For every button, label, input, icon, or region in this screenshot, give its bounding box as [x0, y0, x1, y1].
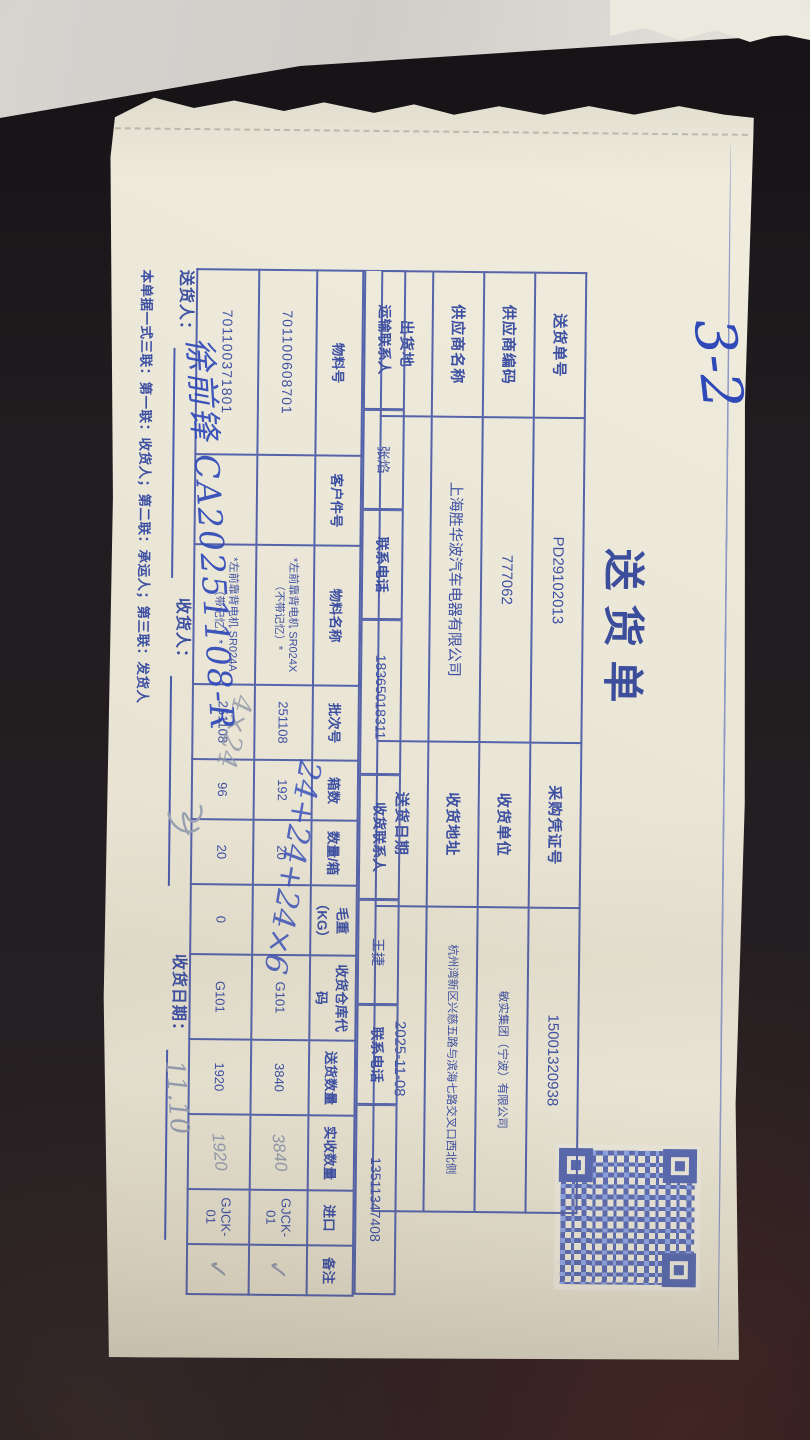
- qr-pattern: [560, 1150, 695, 1285]
- contact-value: 18365018311: [359, 620, 403, 775]
- table-cell: ✓: [249, 1245, 308, 1296]
- table-cell: ✓: [187, 1244, 250, 1295]
- column-header: 送货数量: [308, 1040, 355, 1115]
- table-cell: 192: [254, 760, 313, 821]
- table-cell: G101: [189, 954, 252, 1040]
- field-label: 供应商名称: [432, 272, 485, 418]
- table-cell: 251108: [192, 684, 255, 760]
- table-row: 701100608701 *左前靠背电机 SR024X（不带记忆）* 251108 1…: [249, 270, 318, 1296]
- contact-label: 联系电话: [356, 1005, 399, 1105]
- contact-label: 运输联系人: [363, 270, 406, 410]
- document-title: 送货单: [598, 548, 648, 717]
- column-header: 收货仓库代码: [309, 955, 356, 1040]
- column-header: 批次号: [312, 685, 359, 760]
- column-header: 数量/箱: [311, 820, 358, 885]
- receive-date-underline: [164, 1050, 192, 1240]
- delivery-number-value: PD29102013: [530, 418, 584, 744]
- delivery-note-document: 3-2 送货单 送货单号 PD29102013 采购凭证号 1500132093…: [96, 97, 754, 1364]
- table-cell: 3840: [250, 1040, 309, 1116]
- table-cell: 701100608701: [257, 270, 317, 456]
- column-header: 进口: [307, 1190, 354, 1245]
- deliverer-underline: [171, 348, 199, 578]
- table-cell: 3840: [247, 1112, 312, 1192]
- table-cell: 1920: [185, 1112, 254, 1193]
- table-cell: GJCK-01: [187, 1189, 250, 1245]
- receiver-underline: [168, 676, 196, 886]
- table-cell: 96: [192, 759, 255, 820]
- table-body: 701100608701 *左前靠背电机 SR024X（不带记忆）* 251108 1…: [187, 269, 318, 1295]
- field-label: 供应商编码: [483, 272, 536, 418]
- info-row: 送货单号 PD29102013 采购凭证号 15001320938: [525, 273, 586, 1213]
- column-header: 备注: [307, 1245, 354, 1295]
- table-cell: *左前靠背电机 SR024A（带记忆）*: [193, 544, 256, 685]
- receive-date-label: 收货日期：: [169, 953, 188, 1040]
- table-cell: *左前靠背电机 SR024X（不带记忆）*: [255, 545, 314, 686]
- contact-value: 张焰: [362, 410, 405, 510]
- copies-note: 本单据一式三联：第一联：收货人；第二联：承运人；第三联：发货人: [134, 269, 155, 704]
- table-cell: [256, 455, 315, 546]
- receiver-label: 收货人：: [173, 597, 191, 667]
- table-cell: 0: [190, 884, 253, 955]
- contact-label: 收货联系人: [358, 775, 401, 900]
- supplier-code-value: 777062: [479, 417, 533, 743]
- field-label: 送货单号: [534, 273, 587, 419]
- field-label: 收货单位: [478, 742, 531, 908]
- column-header: 物料号: [315, 270, 363, 455]
- receiver-address-value: 杭州湾新区兴慈五路与滨海七路交叉口西北侧: [423, 907, 477, 1213]
- column-header: 物料名称: [313, 545, 360, 685]
- table-cell: [252, 885, 311, 956]
- table-cell: 251108: [254, 685, 313, 761]
- supplier-name-value: 上海胜华波汽车电器有限公司: [428, 417, 482, 743]
- contact-label: 联系电话: [361, 510, 404, 620]
- deliverer-label: 送货人：: [176, 269, 195, 339]
- table-cell: [194, 454, 257, 545]
- qr-finder-icon: [662, 1253, 696, 1287]
- table-cell: 20: [191, 819, 254, 885]
- info-row: 供应商编码 777062 收货单位 敏实集团（宁波）有限公司: [474, 272, 535, 1212]
- contact-value: 王捷: [357, 900, 400, 1005]
- table-cell: 1920: [188, 1039, 251, 1115]
- field-label: 采购凭证号: [529, 743, 582, 909]
- contact-value: 13511347408: [354, 1105, 398, 1295]
- purchase-voucher-value: 15001320938: [525, 908, 579, 1214]
- table-cell: 20: [253, 820, 312, 886]
- handwritten-page-mark: 3-2: [680, 315, 756, 413]
- items-table: 物料号 客户件号 物料名称 批次号 箱数 数量/箱 毛重（KG） 收货仓库代码 送货数量 实收数量…: [186, 268, 365, 1297]
- column-header: 箱数: [312, 760, 359, 820]
- table-cell: G101: [251, 955, 310, 1041]
- top-printed-rule: [717, 144, 732, 1352]
- table-cell: 701100371801: [195, 269, 259, 455]
- table-cell: GJCK-01: [249, 1190, 308, 1246]
- receiver-company-value: 敏实集团（宁波）有限公司: [474, 907, 528, 1213]
- column-header: 客户件号: [314, 455, 361, 545]
- column-header: 毛重（KG）: [310, 885, 357, 955]
- info-row: 供应商名称 上海胜华波汽车电器有限公司 收货地址 杭州湾新区兴慈五路与滨海七路交…: [423, 272, 484, 1212]
- qr-finder-icon: [663, 1149, 697, 1183]
- column-header: 实收数量: [308, 1115, 355, 1190]
- field-label: 收货地址: [427, 742, 480, 908]
